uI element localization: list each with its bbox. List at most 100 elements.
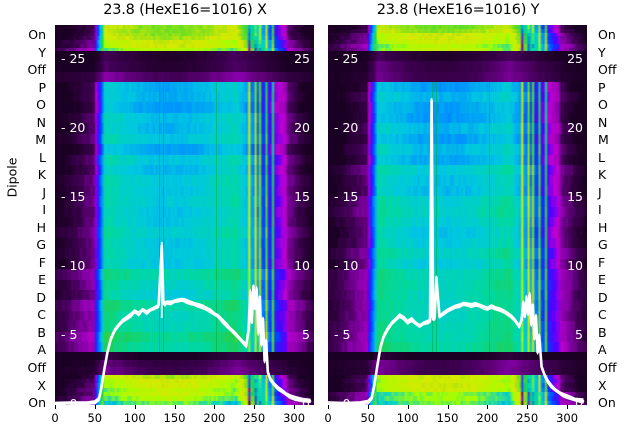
- trace-overlay-y: [328, 98, 585, 405]
- trace-path: [55, 244, 311, 404]
- y-tick-label-25: 25: [294, 50, 310, 66]
- category-tick-o-4: O: [36, 97, 46, 113]
- heatmap-band-top-strip: [328, 40, 587, 45]
- category-tick-f-13: F: [38, 254, 46, 270]
- y-tick-label-10: - 10: [61, 257, 86, 273]
- x-tick-label: 150: [163, 411, 186, 425]
- category-tick-on-21: On: [28, 395, 46, 410]
- heatmap-band-gap-upper: [328, 71, 587, 83]
- heatmap-band-main-region: [328, 154, 587, 166]
- trace-path: [328, 101, 584, 405]
- heatmap-band-main-region: [328, 185, 587, 197]
- y-tick-label-20: - 20: [334, 119, 359, 135]
- x-tick-mark: [94, 405, 96, 409]
- category-tick-h-11: H: [598, 219, 608, 235]
- x-tick-label: 100: [396, 411, 419, 425]
- y-tick-label-25: 25: [567, 50, 583, 66]
- category-tick-p-3: P: [38, 79, 46, 95]
- heatmap-band-main-region: [328, 227, 587, 239]
- x-tick-label: 50: [87, 411, 103, 425]
- y-tick-label-15: 15: [294, 188, 310, 204]
- heatmap-band-main-region: [328, 102, 587, 114]
- category-tick-d-15: D: [36, 289, 46, 305]
- heatmap-band-main-region: [55, 227, 314, 239]
- y-tick-label-0: - 0: [61, 396, 78, 405]
- heatmap-band-main-region: [55, 175, 314, 187]
- heatmap-band-main-region: [55, 185, 314, 197]
- heatmap-band-bottom-strip: [55, 383, 314, 389]
- y-tick-label-10: 10: [567, 257, 583, 273]
- heatmap-band-gap-lower: [55, 359, 314, 368]
- category-axis-right: On Y Off P O N M L K J I H G F E D C B A Off X On: [592, 25, 638, 410]
- heatmap-band-main-region: [328, 123, 587, 135]
- heatmap-band-main-region: [55, 279, 314, 291]
- category-tick-y-1: Y: [598, 44, 606, 60]
- panel-title-y: 23.8 (HexE16=1016) Y: [376, 2, 540, 18]
- category-tick-g-12: G: [598, 237, 608, 253]
- heatmap-band-main-region: [328, 133, 587, 145]
- category-tick-c-16: C: [598, 307, 607, 323]
- heatmap-band-gap-lower: [55, 352, 314, 361]
- y-tick-label-20: - 20: [61, 119, 86, 135]
- heatmap-band-main-region: [55, 123, 314, 135]
- heatmap-band-top-strip: [55, 25, 314, 30]
- heatmap-band-main-region: [328, 342, 587, 354]
- category-tick-b-17: B: [598, 324, 607, 340]
- category-tick-j-9: J: [42, 184, 46, 200]
- heatmap-band-top-strip: [55, 32, 314, 37]
- x-tick-label: 100: [123, 411, 146, 425]
- heatmap-band-main-region: [328, 144, 587, 156]
- category-axis-left: On Y Off P O N M L K J I H G F E D C B A Off X On: [6, 25, 52, 410]
- heatmap-band-top-strip: [328, 32, 587, 37]
- y-tick-label-0: - 0: [334, 396, 351, 405]
- y-tick-label-5: - 5: [334, 326, 351, 342]
- category-tick-m-6: M: [35, 132, 46, 148]
- x-tick-label: 200: [203, 411, 226, 425]
- heatmap-band-main-region: [55, 81, 314, 93]
- heatmap-band-main-region: [55, 342, 314, 354]
- category-tick-off-19: Off: [598, 360, 617, 375]
- x-tick-mark: [134, 405, 136, 409]
- heatmap-band-top-strip: [55, 40, 314, 45]
- heatmap-band-main-region: [328, 196, 587, 208]
- y-tick-label-15: 15: [567, 188, 583, 204]
- heatmap-band-top-strip: [328, 25, 587, 30]
- x-axis-panel-y: 0 50 100 150 200 250 300: [324, 405, 587, 437]
- category-tick-l-7: L: [39, 149, 46, 165]
- heatmap-band-gap-lower: [328, 367, 587, 376]
- heatmap-band-bottom-strip: [55, 396, 314, 402]
- heatmap-band-main-region: [55, 310, 314, 322]
- category-tick-e-14: E: [598, 272, 606, 288]
- heatmap-band-main-region: [55, 164, 314, 176]
- x-tick-label: 250: [243, 411, 266, 425]
- heatmap-band-main-region: [55, 269, 314, 281]
- y-tick-label-25: - 25: [334, 50, 359, 66]
- category-tick-n-5: N: [36, 114, 46, 130]
- heatmap-band-top-strip: [328, 47, 587, 52]
- heatmap-band-main-region: [328, 279, 587, 291]
- heatmap-band-main-region: [328, 206, 587, 218]
- y-tick-label-0: 0: [575, 396, 583, 405]
- heatmap-band-bottom-strip: [328, 378, 587, 384]
- category-tick-f-13: F: [598, 254, 606, 270]
- heatmap-band-main-region: [328, 248, 587, 260]
- heatmap-band-bottom-strip: [55, 374, 314, 380]
- heatmap-band-gap-upper: [328, 51, 587, 62]
- x-tick-mark: [567, 405, 569, 409]
- heatmap-panel-y[interactable]: - 25 25 - 20 20 - 15 15 - 10 10 - 5 5 - 0 0: [328, 25, 587, 405]
- heatmap-band-bottom-strip: [328, 387, 587, 393]
- category-tick-d-15: D: [598, 289, 608, 305]
- heatmap-band-main-region: [55, 237, 314, 249]
- heatmap-panel-x[interactable]: - 25 25 - 20 20 - 15 15 - 10 10 - 5 5 - 0 0: [55, 25, 314, 405]
- heatmap-band-main-region: [328, 175, 587, 187]
- x-axis-panel-x: 0 50 100 150 200 250 300: [51, 405, 314, 437]
- panel-title-x: 23.8 (HexE16=1016) X: [103, 2, 267, 18]
- category-tick-a-18: A: [37, 342, 46, 358]
- y-tick-label-5: - 5: [61, 326, 78, 342]
- y-tick-label-15: - 15: [334, 188, 359, 204]
- x-tick-label: 150: [436, 411, 459, 425]
- category-tick-on-21: On: [598, 395, 616, 410]
- category-tick-on-0: On: [598, 27, 616, 42]
- heatmap-artifact-line: [488, 81, 490, 353]
